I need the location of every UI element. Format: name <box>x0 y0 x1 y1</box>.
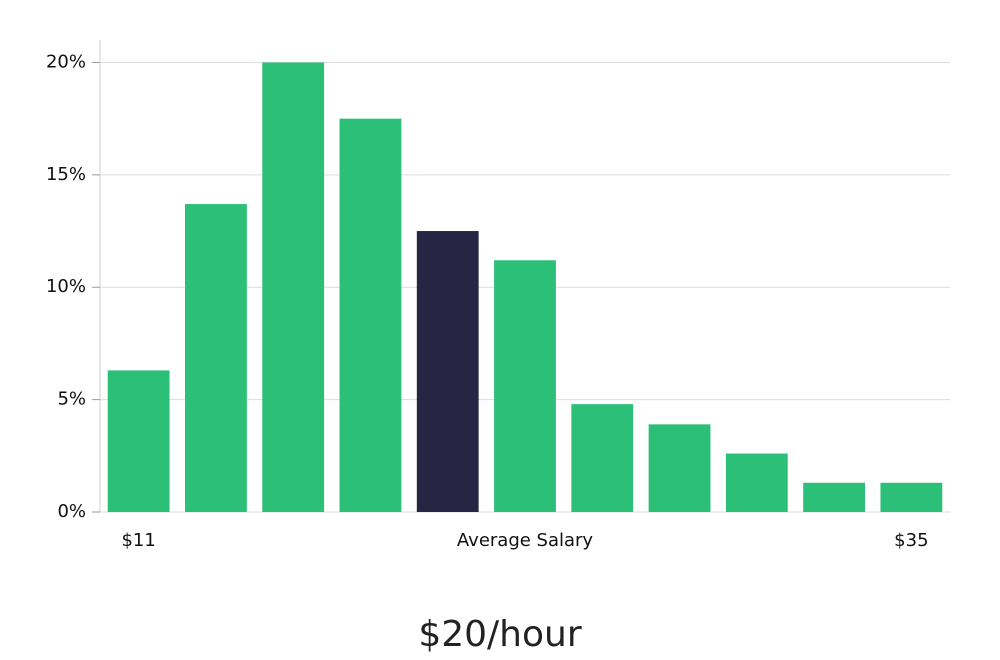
bar <box>185 204 247 513</box>
bar <box>803 482 865 512</box>
bar <box>571 404 634 512</box>
bar <box>107 370 170 512</box>
y-tick-label: 5% <box>57 389 86 410</box>
y-tick-label: 15% <box>46 164 86 185</box>
bar <box>880 482 943 512</box>
bar <box>262 62 325 512</box>
bar <box>339 118 402 513</box>
annotation: Average Salary <box>457 530 594 551</box>
bar <box>725 453 788 512</box>
footer-salary: $20/hour <box>418 614 582 655</box>
bar <box>648 424 711 512</box>
bar <box>416 231 479 513</box>
bar <box>494 260 556 512</box>
y-tick-label: 20% <box>46 51 86 72</box>
y-tick-label: 10% <box>46 276 86 297</box>
x-tick-label: $11 <box>121 530 155 551</box>
x-tick-label: $35 <box>894 530 928 551</box>
y-tick-label: 0% <box>57 501 86 522</box>
